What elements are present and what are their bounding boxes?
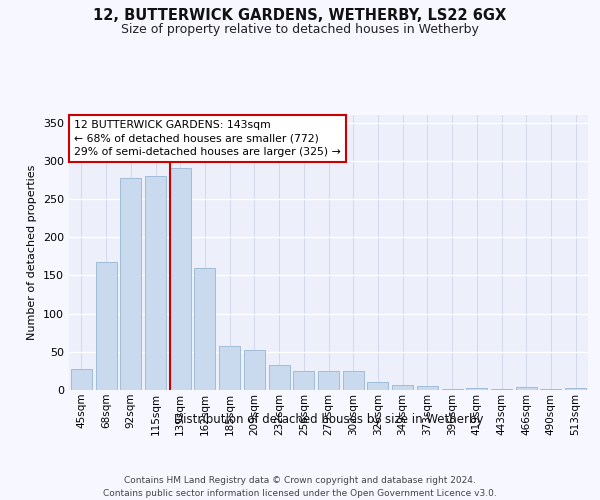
Bar (95, 262, 116, 390)
Text: 12, BUTTERWICK GARDENS, WETHERBY, LS22 6GX: 12, BUTTERWICK GARDENS, WETHERBY, LS22 6… (94, 8, 506, 22)
Bar (392, 386, 413, 390)
Bar (170, 168, 191, 390)
Y-axis label: Number of detached properties: Number of detached properties (28, 165, 37, 340)
Text: Distribution of detached houses by size in Wetherby: Distribution of detached houses by size … (174, 412, 484, 426)
Bar (466, 388, 487, 390)
Bar (565, 388, 586, 390)
Bar (293, 371, 314, 390)
Bar (442, 389, 463, 390)
Bar (194, 268, 215, 390)
Text: Contains HM Land Registry data © Crown copyright and database right 2024.
Contai: Contains HM Land Registry data © Crown c… (103, 476, 497, 498)
Bar (244, 350, 265, 390)
Bar (318, 371, 339, 390)
Bar (269, 365, 290, 390)
Bar (491, 389, 512, 390)
Bar (367, 382, 388, 390)
Text: Size of property relative to detached houses in Wetherby: Size of property relative to detached ho… (121, 22, 479, 36)
Bar (343, 371, 364, 390)
Bar (120, 178, 141, 390)
Bar (417, 386, 438, 390)
Text: 12 BUTTERWICK GARDENS: 143sqm
← 68% of detached houses are smaller (772)
29% of : 12 BUTTERWICK GARDENS: 143sqm ← 68% of d… (74, 120, 341, 157)
Bar (71, 368, 92, 390)
Bar (219, 346, 240, 390)
Bar (516, 387, 537, 390)
Bar (541, 389, 562, 390)
Bar (145, 176, 166, 390)
